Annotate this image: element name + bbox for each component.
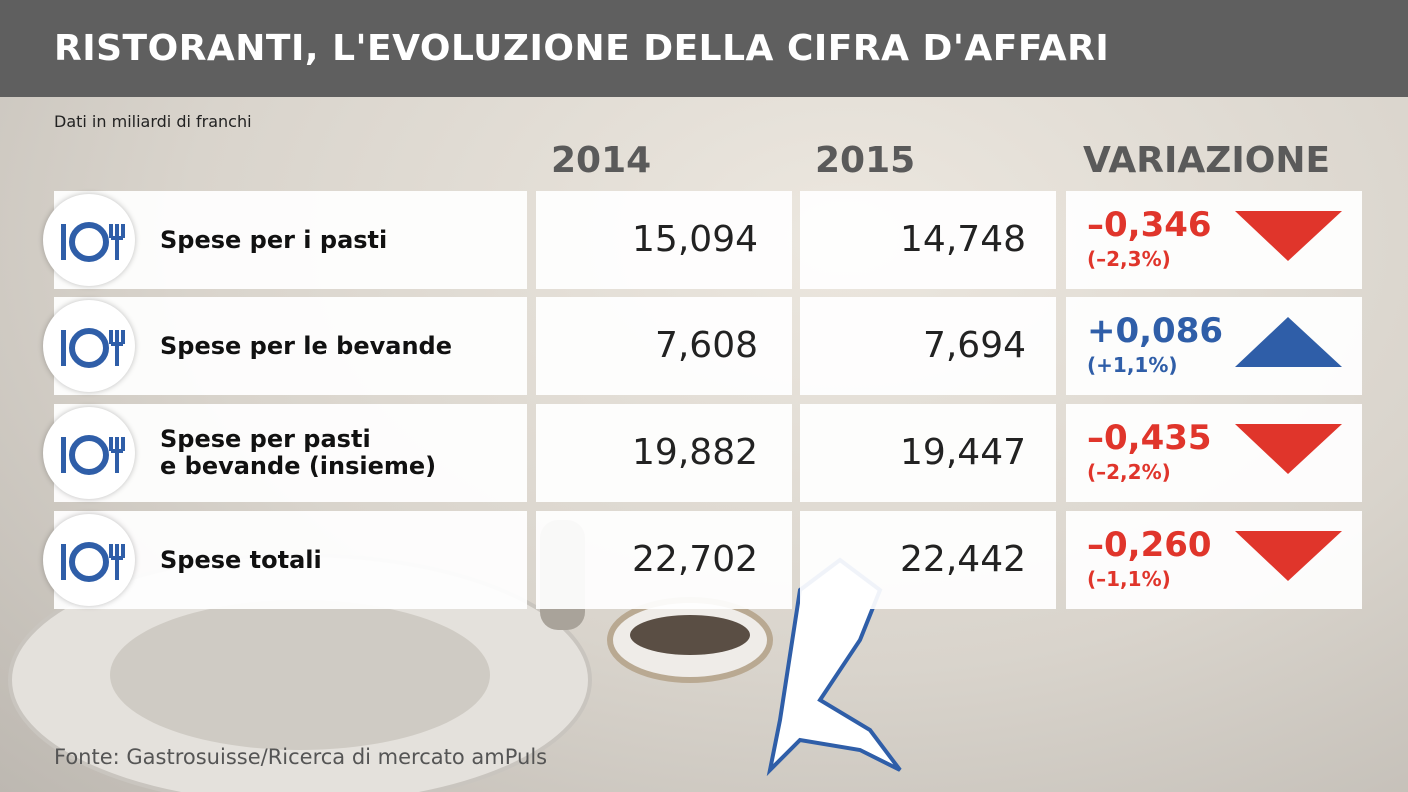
background-illustration [8,520,902,792]
value-cell [800,297,1056,395]
column-header: VARIAZIONE [1083,140,1331,181]
change-cell [1066,511,1362,609]
value-cell [800,191,1056,289]
source: Fonte: Gastrosuisse/Ricerca di mercato a… [54,745,548,769]
row-icon [43,194,135,286]
value-cell [800,511,1056,609]
change-percent: (–2,3%) [1087,247,1171,271]
value-2015: 19,447 [900,432,1026,473]
trend-triangle [1235,531,1342,581]
header-bar [0,0,1408,97]
change-value: –0,435 [1087,418,1212,458]
change-value: +0,086 [1087,311,1224,351]
change-cell [1066,191,1362,289]
change-percent: (–2,2%) [1087,460,1171,484]
value-cell [536,297,792,395]
value-2014: 19,882 [632,432,758,473]
icon-graphic [61,542,125,582]
subtitle: Dati in miliardi di franchi [54,112,252,131]
column-header: 2014 [551,140,652,181]
change-value: –0,260 [1087,525,1212,565]
value-2014: 7,608 [654,325,758,366]
value-cell [536,404,792,502]
change-percent: (–1,1%) [1087,567,1171,591]
title: RISTORANTI, L'EVOLUZIONE DELLA CIFRA D'A… [54,28,1110,69]
value-2015: 7,694 [922,325,1026,366]
icon-graphic [61,435,125,475]
icon-graphic [61,328,125,368]
value-cell [536,191,792,289]
value-2015: 22,442 [900,539,1026,580]
row-label: Spese per pasti [160,425,371,453]
change-value: –0,346 [1087,205,1212,245]
trend-arrow [1235,424,1342,479]
column-header: 2015 [815,140,916,181]
trend-triangle [1235,211,1342,261]
icon-graphic [61,222,125,262]
row-icon [43,300,135,392]
trend-arrow [1235,317,1342,372]
row-label: e bevande (insieme) [160,452,437,480]
change-percent: (+1,1%) [1087,353,1178,377]
row-label: Spese totali [160,545,322,574]
trend-arrow [1235,531,1342,586]
row-label: Spese per le bevande [160,331,453,360]
value-2015: 14,748 [900,219,1026,260]
trend-triangle [1235,424,1342,474]
value-2014: 15,094 [632,219,758,260]
value-2014: 22,702 [632,539,758,580]
row-label: Spese per i pasti [160,225,388,254]
value-cell [536,511,792,609]
value-cell [800,404,1056,502]
trend-arrow [1235,211,1342,266]
change-cell [1066,404,1362,502]
row-icon [43,514,135,606]
row-icon [43,407,135,499]
trend-triangle [1235,317,1342,367]
